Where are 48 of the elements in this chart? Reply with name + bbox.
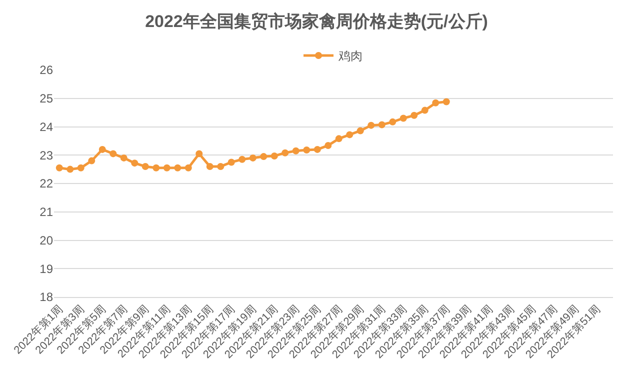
- chart-title: 2022年全国集贸市场家禽周价格走势(元/公斤): [145, 12, 488, 31]
- point: [163, 164, 170, 172]
- y-tick-label: 19: [40, 262, 54, 276]
- y-tick-label: 26: [40, 63, 54, 78]
- point: [88, 157, 96, 164]
- point: [228, 158, 235, 166]
- point: [66, 166, 74, 173]
- point: [324, 142, 332, 149]
- point: [120, 154, 128, 162]
- y-tick-label: 22: [40, 176, 54, 191]
- point: [142, 162, 149, 170]
- point: [432, 99, 440, 106]
- point: [196, 150, 203, 158]
- point: [378, 121, 386, 128]
- point: [442, 98, 450, 106]
- y-tick-label: 23: [40, 148, 54, 162]
- point: [292, 147, 300, 154]
- point: [77, 164, 84, 172]
- point: [314, 146, 321, 153]
- y-tick-label: 20: [40, 233, 54, 248]
- point: [206, 162, 214, 170]
- point: [356, 127, 364, 134]
- point: [217, 162, 224, 170]
- y-tick-label: 18: [40, 290, 54, 304]
- y-tick-label: 24: [40, 120, 54, 134]
- point: [270, 152, 278, 160]
- point: [389, 118, 396, 126]
- point: [131, 160, 138, 167]
- point: [98, 146, 106, 153]
- point: [410, 112, 418, 119]
- point: [368, 122, 375, 129]
- point: [174, 164, 182, 172]
- point: [110, 150, 117, 158]
- point: [260, 153, 268, 160]
- y-tick-label: 21: [40, 205, 54, 220]
- point: [346, 131, 354, 138]
- point: [421, 106, 428, 114]
- point: [249, 154, 256, 162]
- point: [303, 146, 310, 154]
- point: [56, 164, 63, 172]
- point: [238, 156, 246, 163]
- legend-label: 鸡肉: [338, 49, 362, 64]
- y-tick-label: 25: [40, 92, 54, 106]
- point: [400, 114, 407, 122]
- point: [184, 164, 192, 172]
- point: [152, 164, 160, 172]
- point: [282, 149, 289, 156]
- point: [335, 135, 342, 142]
